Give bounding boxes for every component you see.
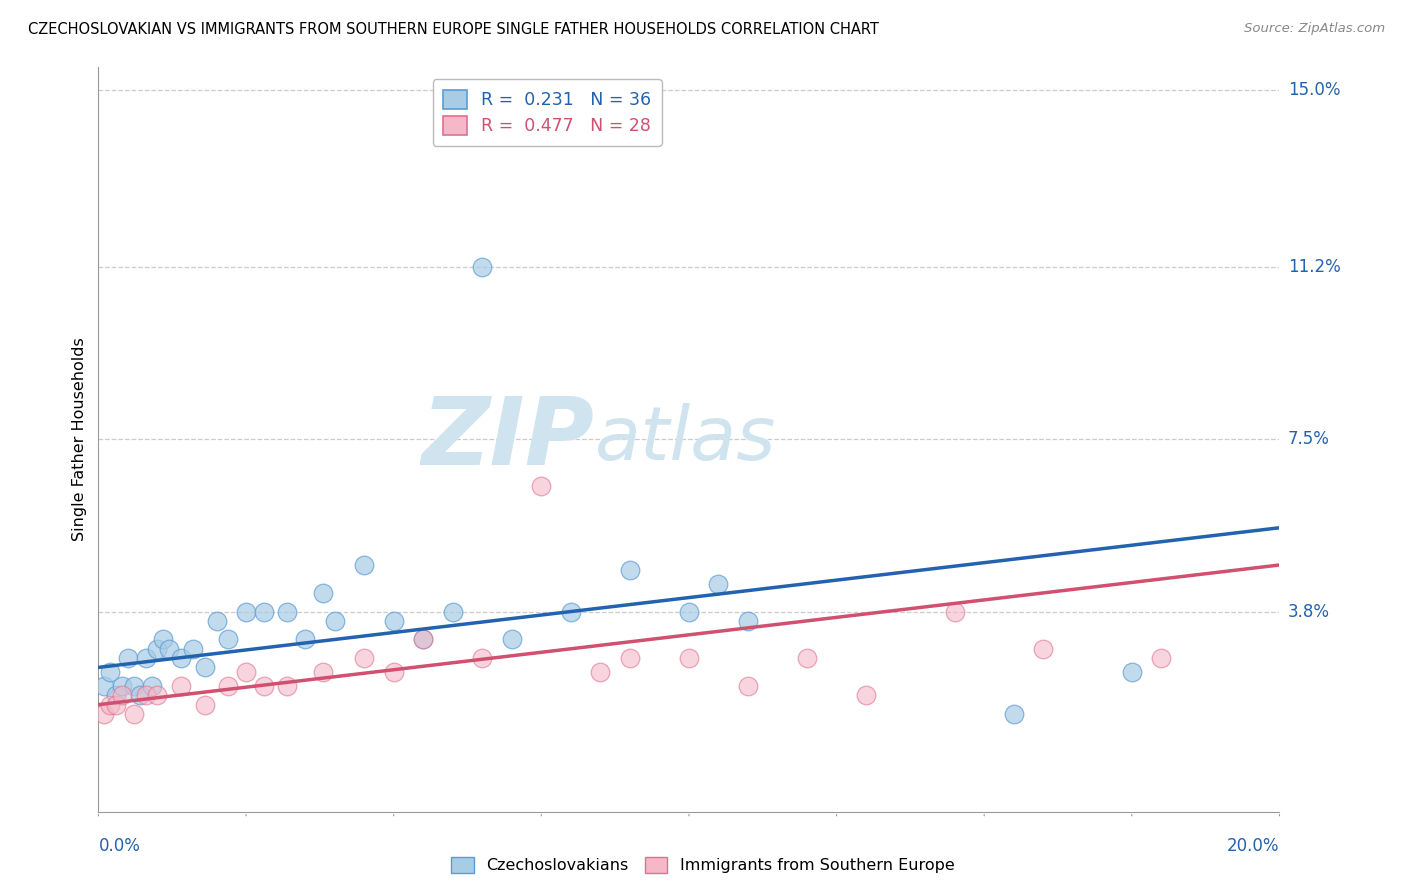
Point: [855, 689, 877, 703]
Text: 15.0%: 15.0%: [1288, 81, 1340, 99]
Point: [253, 605, 276, 619]
Text: 20.0%: 20.0%: [1227, 837, 1279, 855]
Point: [98, 665, 121, 679]
Point: [105, 689, 128, 703]
Point: [276, 605, 298, 619]
Point: [560, 605, 582, 619]
Point: [678, 605, 700, 619]
Point: [737, 679, 759, 693]
Point: [353, 651, 375, 665]
Text: atlas: atlas: [595, 403, 776, 475]
Point: [1032, 641, 1054, 656]
Point: [235, 665, 257, 679]
Point: [589, 665, 612, 679]
Point: [105, 698, 128, 712]
Legend: Czechoslovakians, Immigrants from Southern Europe: Czechoslovakians, Immigrants from Southe…: [444, 850, 962, 880]
Point: [93, 679, 115, 693]
Point: [217, 679, 239, 693]
Point: [1121, 665, 1143, 679]
Point: [294, 632, 316, 647]
Point: [217, 632, 239, 647]
Point: [501, 632, 523, 647]
Point: [93, 706, 115, 721]
Point: [707, 576, 730, 591]
Point: [412, 632, 434, 647]
Point: [1150, 651, 1173, 665]
Point: [312, 586, 335, 600]
Y-axis label: Single Father Households: Single Father Households: [72, 337, 87, 541]
Text: CZECHOSLOVAKIAN VS IMMIGRANTS FROM SOUTHERN EUROPE SINGLE FATHER HOUSEHOLDS CORR: CZECHOSLOVAKIAN VS IMMIGRANTS FROM SOUTH…: [28, 22, 879, 37]
Point: [441, 605, 464, 619]
Point: [146, 641, 169, 656]
Point: [170, 679, 193, 693]
Point: [382, 614, 405, 628]
Point: [205, 614, 228, 628]
Point: [98, 698, 121, 712]
Legend: R =  0.231   N = 36, R =  0.477   N = 28: R = 0.231 N = 36, R = 0.477 N = 28: [433, 79, 662, 145]
Point: [530, 479, 553, 493]
Point: [312, 665, 335, 679]
Point: [796, 651, 818, 665]
Point: [146, 689, 169, 703]
Point: [412, 632, 434, 647]
Point: [619, 563, 641, 577]
Point: [619, 651, 641, 665]
Point: [117, 651, 139, 665]
Point: [128, 689, 150, 703]
Text: Source: ZipAtlas.com: Source: ZipAtlas.com: [1244, 22, 1385, 36]
Point: [678, 651, 700, 665]
Point: [111, 689, 134, 703]
Point: [181, 641, 204, 656]
Point: [353, 558, 375, 572]
Point: [737, 614, 759, 628]
Point: [276, 679, 298, 693]
Point: [323, 614, 346, 628]
Point: [135, 651, 157, 665]
Point: [157, 641, 180, 656]
Point: [471, 651, 494, 665]
Point: [194, 660, 217, 674]
Point: [111, 679, 134, 693]
Point: [152, 632, 174, 647]
Point: [253, 679, 276, 693]
Text: ZIP: ZIP: [422, 393, 595, 485]
Point: [471, 260, 494, 274]
Point: [194, 698, 217, 712]
Text: 7.5%: 7.5%: [1288, 430, 1330, 449]
Point: [382, 665, 405, 679]
Text: 11.2%: 11.2%: [1288, 258, 1340, 276]
Point: [135, 689, 157, 703]
Text: 0.0%: 0.0%: [98, 837, 141, 855]
Point: [122, 706, 145, 721]
Point: [122, 679, 145, 693]
Text: 3.8%: 3.8%: [1288, 603, 1330, 621]
Point: [141, 679, 163, 693]
Point: [1002, 706, 1025, 721]
Point: [235, 605, 257, 619]
Point: [943, 605, 966, 619]
Point: [170, 651, 193, 665]
